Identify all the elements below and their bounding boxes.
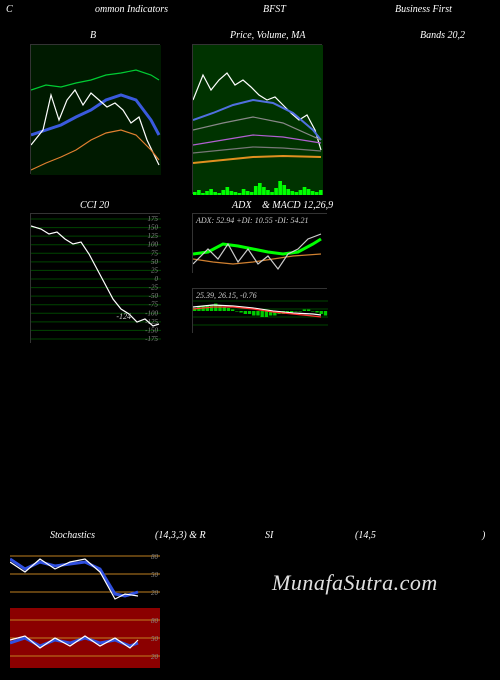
- panel-macd: 25.39, 26.15, -0.76: [192, 288, 327, 333]
- svg-text:50: 50: [151, 635, 159, 643]
- svg-text:50: 50: [151, 571, 159, 579]
- svg-text:20: 20: [151, 589, 159, 597]
- title-stoch-e: ): [482, 530, 485, 541]
- svg-text:150: 150: [148, 224, 159, 232]
- svg-text:-150: -150: [145, 326, 158, 334]
- header-c: C: [6, 4, 13, 15]
- title-stoch-m: (14,3,3) & R: [155, 530, 206, 541]
- title-cci: CCI 20: [80, 200, 109, 211]
- svg-text:-25: -25: [149, 284, 159, 292]
- svg-text:-50: -50: [149, 292, 159, 300]
- watermark: MunafaSutra.com: [272, 570, 438, 596]
- title-stoch-si: SI: [265, 530, 273, 541]
- svg-text:100: 100: [148, 241, 159, 249]
- svg-text:175: 175: [148, 215, 159, 223]
- svg-text:ADX: 52.94 +DI: 10.55 -DI: 5: ADX: 52.94 +DI: 10.55 -DI: 54.21: [195, 216, 309, 225]
- svg-text:80: 80: [151, 617, 159, 625]
- svg-text:50: 50: [151, 258, 159, 266]
- panel-b: [30, 44, 160, 174]
- svg-text:-124: -124: [116, 312, 131, 321]
- title-stoch: Stochastics: [50, 530, 95, 541]
- title-b: B: [90, 30, 96, 41]
- header-sym: BFST: [263, 4, 286, 15]
- svg-text:-75: -75: [149, 301, 159, 309]
- title-stoch-r: (14,5: [355, 530, 376, 541]
- header-name: Business First: [395, 4, 452, 15]
- svg-text:0: 0: [155, 275, 159, 283]
- title-bands: Bands 20,2: [420, 30, 465, 41]
- panel-price: [192, 44, 322, 194]
- header-indic: ommon Indicators: [95, 4, 168, 15]
- svg-text:125: 125: [148, 232, 159, 240]
- svg-text:80: 80: [151, 553, 159, 561]
- panel-cci: 1751501251007550250-25-50-75-100-125-150…: [30, 213, 160, 343]
- svg-text:25: 25: [151, 266, 159, 274]
- panel-stoch-lower: 80 50 20: [10, 608, 160, 668]
- title-adx-pre: ADX: [232, 200, 251, 211]
- svg-text:-100: -100: [145, 309, 158, 317]
- panel-stoch-upper: 80 50 20: [10, 544, 160, 604]
- svg-text:25.39, 26.15, -0.76: 25.39, 26.15, -0.76: [196, 291, 257, 300]
- panel-adx: ADX: 52.94 +DI: 10.55 -DI: 54.21: [192, 213, 327, 273]
- svg-text:75: 75: [151, 249, 159, 257]
- title-price: Price, Volume, MA: [230, 30, 306, 41]
- svg-text:-175: -175: [145, 335, 158, 343]
- svg-text:20: 20: [151, 653, 159, 661]
- title-adx-suf: & MACD 12,26,9: [262, 200, 333, 211]
